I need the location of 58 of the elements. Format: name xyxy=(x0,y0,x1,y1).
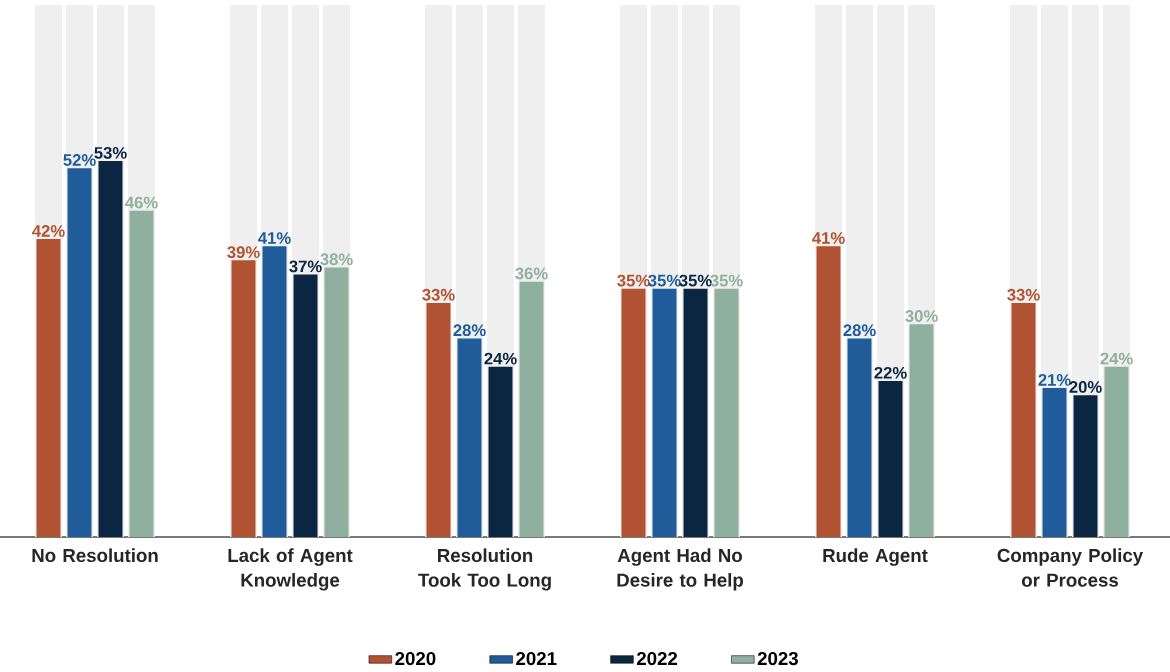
bar xyxy=(1073,395,1098,537)
bar xyxy=(519,281,544,537)
data-label: 46% xyxy=(125,196,158,209)
data-label: 37% xyxy=(289,260,322,273)
bar xyxy=(621,288,646,537)
bar xyxy=(67,168,92,537)
data-label: 35% xyxy=(648,274,681,287)
bar xyxy=(457,338,482,537)
data-label: 35% xyxy=(617,274,650,287)
x-tick-label: Agent Had No Desire to Help xyxy=(617,548,744,591)
data-label: 38% xyxy=(320,253,353,266)
data-label: 24% xyxy=(484,352,517,365)
data-label: 41% xyxy=(812,232,845,244)
x-tick-label: Resolution Took Too Long xyxy=(418,548,551,591)
data-label: 28% xyxy=(453,324,486,337)
bar xyxy=(426,302,451,537)
data-label: 28% xyxy=(843,324,876,337)
data-label: 21% xyxy=(1038,374,1071,386)
data-label: 33% xyxy=(422,288,455,301)
bar xyxy=(129,210,154,537)
bar xyxy=(1104,366,1129,537)
data-label: 33% xyxy=(1007,288,1040,301)
data-label: 36% xyxy=(515,267,548,280)
x-tick-label: Rude Agent xyxy=(823,548,928,566)
bar xyxy=(714,288,739,537)
data-label: 24% xyxy=(1100,352,1133,365)
bar xyxy=(36,239,61,537)
data-label: 30% xyxy=(905,310,938,322)
data-label: 42% xyxy=(32,225,65,237)
bar xyxy=(683,288,708,537)
bar xyxy=(1042,388,1067,537)
data-label: 22% xyxy=(874,366,907,379)
legend-label: 2023 xyxy=(757,651,798,666)
legend-label: 2021 xyxy=(516,651,557,666)
data-label: 35% xyxy=(710,274,743,287)
legend-label: 2020 xyxy=(395,651,436,666)
data-label: 35% xyxy=(679,274,712,287)
data-label: 53% xyxy=(94,146,127,159)
bar xyxy=(816,246,841,537)
bar xyxy=(488,366,513,537)
data-label: 41% xyxy=(258,232,291,244)
bar xyxy=(1011,302,1036,537)
bar xyxy=(231,260,256,537)
x-tick-label: No Resolution xyxy=(32,548,158,563)
legend-label: 2022 xyxy=(636,651,678,666)
x-tick-label: Company Policy or Process xyxy=(997,548,1144,587)
bar xyxy=(262,246,287,537)
bar xyxy=(324,267,349,537)
bar xyxy=(847,338,872,537)
bar xyxy=(98,161,123,537)
bar xyxy=(652,288,677,537)
data-label: 52% xyxy=(63,154,96,166)
data-label: 20% xyxy=(1069,381,1102,393)
bar xyxy=(909,324,934,537)
data-label: 39% xyxy=(227,246,260,259)
x-tick-label: Lack of Agent Knowledge xyxy=(228,548,353,591)
bar xyxy=(293,274,318,537)
bar xyxy=(878,380,903,537)
